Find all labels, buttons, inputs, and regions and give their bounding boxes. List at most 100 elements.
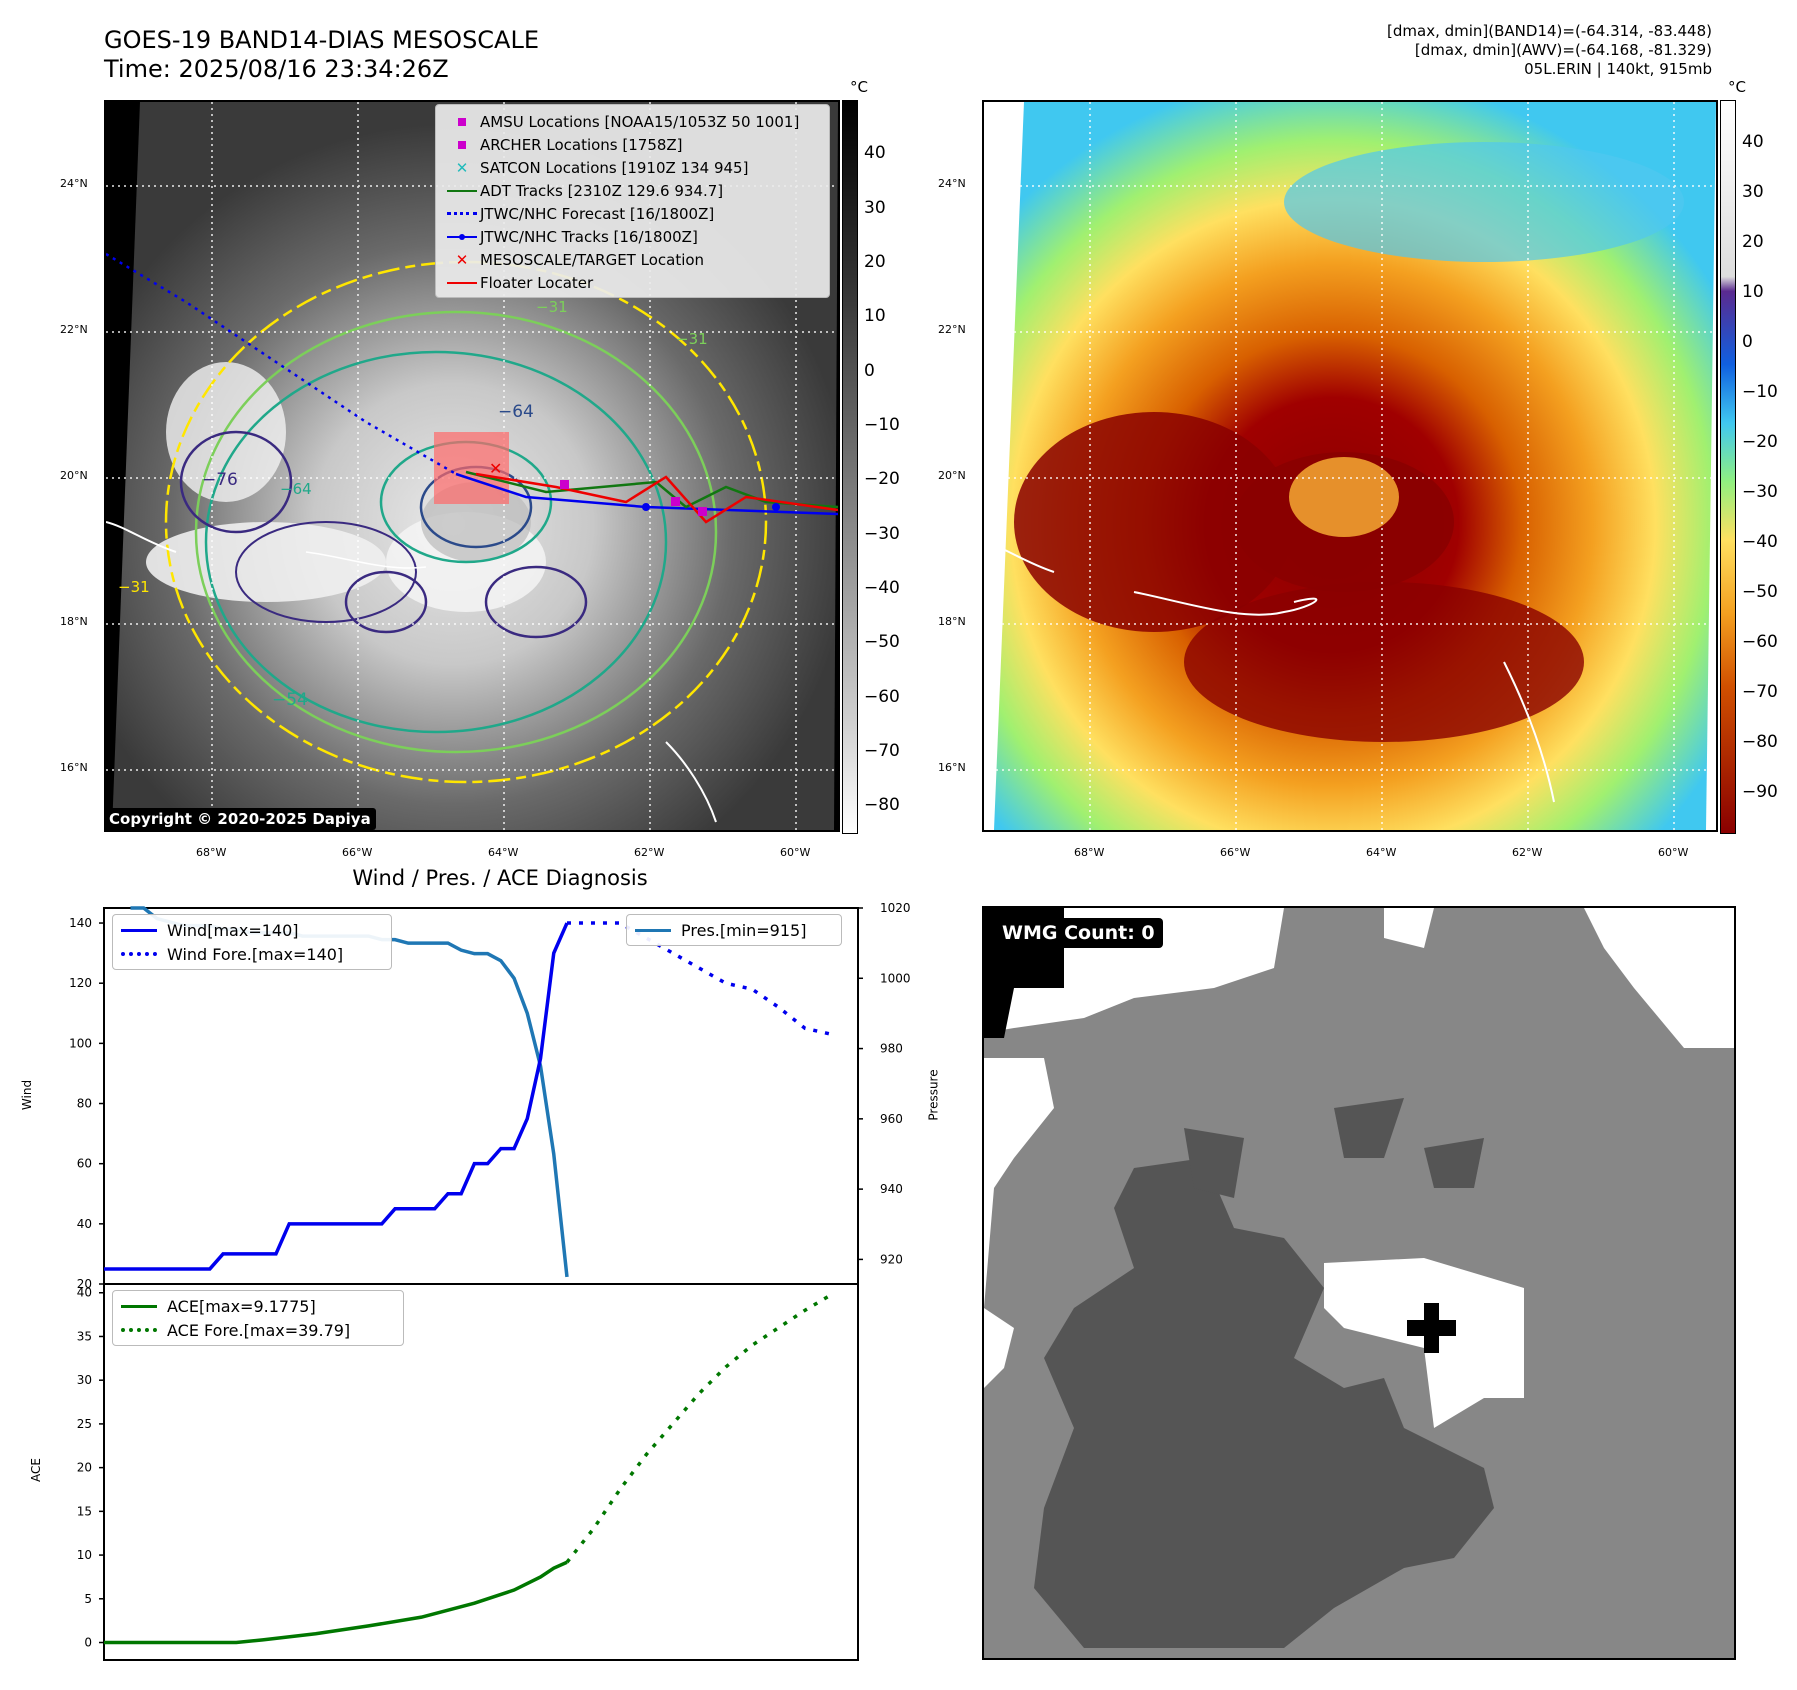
- awv-lat-label: 16°N: [938, 761, 966, 774]
- red-line-icon: [444, 281, 480, 284]
- green-line-icon: [444, 189, 480, 192]
- wind-legend: Wind[max=140] Wind Fore.[max=140]: [112, 914, 392, 970]
- ir-legend: AMSU Locations [NOAA15/1053Z 50 1001] AR…: [435, 104, 830, 298]
- ace-tick-label: 40: [77, 1286, 92, 1300]
- legend-label: AMSU Locations [NOAA15/1053Z 50 1001]: [480, 112, 800, 131]
- awv-colorbar: [1720, 100, 1736, 834]
- awv-colorbar-tick-label: 0: [1742, 332, 1753, 353]
- wind-tick-label: 60: [77, 1157, 92, 1171]
- solid-line-icon: [121, 1304, 157, 1308]
- ir-lat-label: 24°N: [60, 177, 88, 190]
- ace-plot: 0 5 10 15 20 25 30 35 40: [77, 1283, 859, 1661]
- legend-item-floater: Floater Locater: [444, 271, 821, 294]
- ir-colorbar-tick-label: 20: [864, 252, 886, 273]
- wind-tick-label: 100: [69, 1036, 92, 1050]
- ir-lat-label: 16°N: [60, 761, 88, 774]
- awv-colorbar-unit: °C: [1728, 78, 1746, 96]
- wind-series-line: [104, 922, 569, 1271]
- pressure-tick-label: 920: [880, 1252, 903, 1266]
- awv-colorbar-tick-label: −10: [1742, 382, 1778, 403]
- contour-label-5: −31: [536, 298, 568, 316]
- awv-lon-label: 60°W: [1658, 846, 1689, 859]
- ir-lon-label: 68°W: [196, 846, 227, 859]
- awv-colorbar-tick-label: −40: [1742, 532, 1778, 553]
- legend-wind-fore: Wind Fore.[max=140]: [167, 944, 344, 964]
- legend-label: MESOSCALE/TARGET Location: [480, 250, 705, 269]
- diagnosis-title: Wind / Pres. / ACE Diagnosis: [352, 866, 648, 890]
- ace-tick-label: 0: [84, 1636, 92, 1650]
- legend-item-target: ✕ MESOSCALE/TARGET Location: [444, 248, 821, 271]
- legend-label: SATCON Locations [1910Z 134 945]: [480, 158, 749, 177]
- ace-tick-label: 25: [77, 1417, 92, 1431]
- wind-tick-label: 120: [69, 976, 92, 990]
- ir-colorbar-tick-label: −50: [864, 632, 900, 653]
- wind-forecast-line: [566, 921, 832, 1037]
- ir-lat-label: 18°N: [60, 615, 88, 628]
- legend-label: ARCHER Locations [1758Z]: [480, 135, 683, 154]
- awv-colorbar-tick-label: −60: [1742, 632, 1778, 653]
- awv-lon-label: 64°W: [1366, 846, 1397, 859]
- ir-colorbar-tick-label: 10: [864, 306, 886, 327]
- awv-imagery: [984, 102, 1716, 830]
- pressure-tick-label: 960: [880, 1112, 903, 1126]
- wmg-panel: [982, 906, 1736, 1660]
- awv-colorbar-tick-label: −70: [1742, 682, 1778, 703]
- ace-tick-label: 35: [77, 1329, 92, 1343]
- ir-lon-label: 66°W: [342, 846, 373, 859]
- ir-colorbar-tick-label: −20: [864, 469, 900, 490]
- legend-ace: ACE[max=9.1775]: [167, 1296, 316, 1316]
- ace-tick-label: 5: [84, 1592, 92, 1606]
- awv-colorbar-tick-label: 30: [1742, 182, 1764, 203]
- ace-forecast-line: [565, 1292, 833, 1564]
- ir-colorbar-tick-label: 40: [864, 143, 886, 164]
- contour-label-6: −31: [676, 330, 708, 348]
- awv-colorbar-tick-label: 20: [1742, 232, 1764, 253]
- legend-label: ADT Tracks [2310Z 129.6 934.7]: [480, 181, 724, 200]
- awv-colorbar-tick-label: 10: [1742, 282, 1764, 303]
- ir-colorbar-tick-label: −40: [864, 577, 900, 598]
- ir-colorbar-tick-label: 30: [864, 197, 886, 218]
- ir-lon-label: 60°W: [780, 846, 811, 859]
- ir-colorbar-tick-label: 0: [864, 360, 875, 381]
- ace-legend: ACE[max=9.1775] ACE Fore.[max=39.79]: [112, 1290, 404, 1346]
- legend-item-forecast: JTWC/NHC Forecast [16/1800Z]: [444, 202, 821, 225]
- ir-colorbar-tick-label: −30: [864, 523, 900, 544]
- ace-plot-frame: [103, 1283, 859, 1661]
- awv-lat-label: 18°N: [938, 615, 966, 628]
- awv-colorbar-tick-label: −30: [1742, 482, 1778, 503]
- ir-lat-label: 22°N: [60, 323, 88, 336]
- awv-lon-label: 66°W: [1220, 846, 1251, 859]
- title-line1: GOES-19 BAND14-DIAS MESOSCALE: [104, 26, 540, 54]
- legend-pres: Pres.[min=915]: [681, 920, 807, 940]
- ir-colorbar-tick-label: −70: [864, 740, 900, 761]
- contour-label-3: −64: [280, 480, 312, 498]
- contour-label-4: −54: [272, 690, 308, 710]
- stats-block: [dmax, dmin](BAND14)=(-64.314, -83.448) …: [1387, 22, 1712, 79]
- legend-item-archer: ARCHER Locations [1758Z]: [444, 133, 821, 156]
- awv-lon-label: 62°W: [1512, 846, 1543, 859]
- ir-colorbar-tick-label: −60: [864, 686, 900, 707]
- stats-line3: 05L.ERIN | 140kt, 915mb: [1524, 60, 1712, 78]
- cyan-x-icon: ✕: [455, 158, 469, 177]
- pressure-tick-label: 980: [880, 1042, 903, 1056]
- legend-item-amsu: AMSU Locations [NOAA15/1053Z 50 1001]: [444, 110, 821, 133]
- ir-colorbar: [842, 100, 858, 834]
- ir-lon-label: 64°W: [488, 846, 519, 859]
- awv-colorbar-tick-label: −90: [1742, 782, 1778, 803]
- wind-tick-label: 20: [77, 1277, 92, 1291]
- legend-item-satcon: ✕ SATCON Locations [1910Z 134 945]: [444, 156, 821, 179]
- ace-tick-label: 10: [77, 1548, 92, 1562]
- awv-lat-label: 20°N: [938, 469, 966, 482]
- solid-line-icon: [121, 928, 157, 932]
- ir-lon-label: 62°W: [634, 846, 665, 859]
- contour-label-1: −64: [498, 402, 534, 422]
- ir-lat-label: 20°N: [60, 469, 88, 482]
- title-line2: Time: 2025/08/16 23:34:26Z: [104, 55, 449, 83]
- wind-axis-label: Wind: [20, 1079, 35, 1111]
- ace-series-line: [104, 1560, 568, 1645]
- dotted-line-icon: [121, 952, 157, 956]
- figure-title: GOES-19 BAND14-DIAS MESOSCALE Time: 2025…: [104, 26, 539, 84]
- wmg-map: [984, 908, 1734, 1658]
- awv-lat-label: 24°N: [938, 177, 966, 190]
- pressure-tick-label: 940: [880, 1182, 903, 1196]
